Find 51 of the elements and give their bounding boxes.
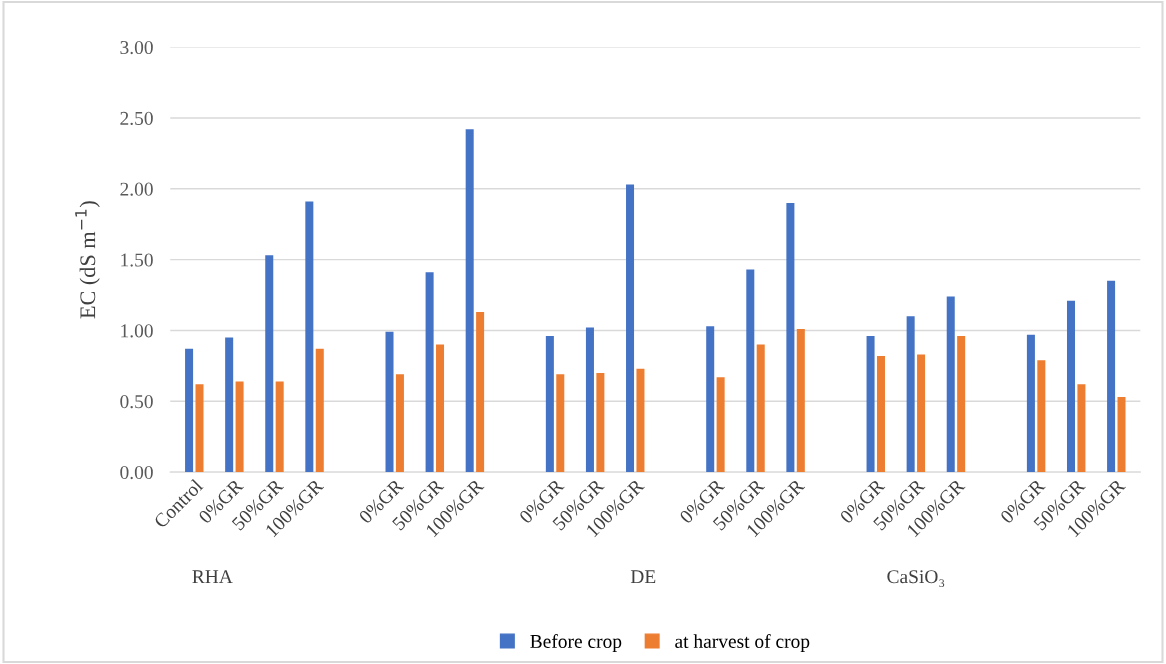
text: RHA [192, 570, 233, 584]
bar [786, 202, 795, 473]
bar [906, 316, 915, 473]
bar [1037, 360, 1046, 473]
bar [195, 384, 204, 473]
bar [796, 329, 805, 473]
bar [275, 381, 284, 473]
bar [1026, 334, 1035, 473]
y-tick-label: 1.00 [121, 324, 153, 338]
y-tick-label: 0.50 [120, 395, 153, 409]
bar [1117, 397, 1126, 473]
legend-label: at harvest of crop [675, 634, 810, 652]
bar [917, 354, 926, 473]
bar [946, 296, 955, 473]
y-axis-title: EC (dS m$^{−1}$) [75, 201, 100, 319]
bar [235, 381, 244, 473]
y-tick-label: 1.50 [121, 253, 153, 267]
y-tick-label: 0.00 [120, 465, 153, 480]
bar [596, 372, 605, 473]
bar [545, 336, 554, 473]
y-tick-label: 3.00 [120, 40, 153, 55]
bar [756, 344, 765, 473]
bar [585, 327, 594, 473]
bar [706, 326, 715, 473]
bar [556, 374, 565, 473]
bar [626, 184, 635, 473]
bar [876, 355, 885, 473]
bar [315, 348, 324, 473]
bar [395, 374, 404, 473]
bar [425, 272, 434, 473]
bar [746, 269, 755, 473]
legend-label: Before crop [530, 634, 622, 652]
bar [1077, 384, 1086, 473]
bar [866, 336, 875, 473]
bar [1066, 300, 1076, 473]
bar [265, 255, 274, 473]
bar [436, 344, 445, 473]
bar [1107, 280, 1116, 473]
bar [305, 201, 314, 473]
y-tick-label: 2.00 [120, 182, 153, 196]
text: DE [630, 570, 656, 584]
bar [185, 348, 194, 473]
bar [957, 336, 966, 473]
y-tick-label: 2.50 [120, 111, 153, 125]
bar [476, 312, 485, 473]
bar [716, 377, 725, 473]
bar [385, 331, 394, 473]
bar [636, 368, 645, 473]
text: CaSiO₃ [887, 570, 945, 588]
bar [465, 129, 474, 473]
bar [225, 337, 234, 473]
